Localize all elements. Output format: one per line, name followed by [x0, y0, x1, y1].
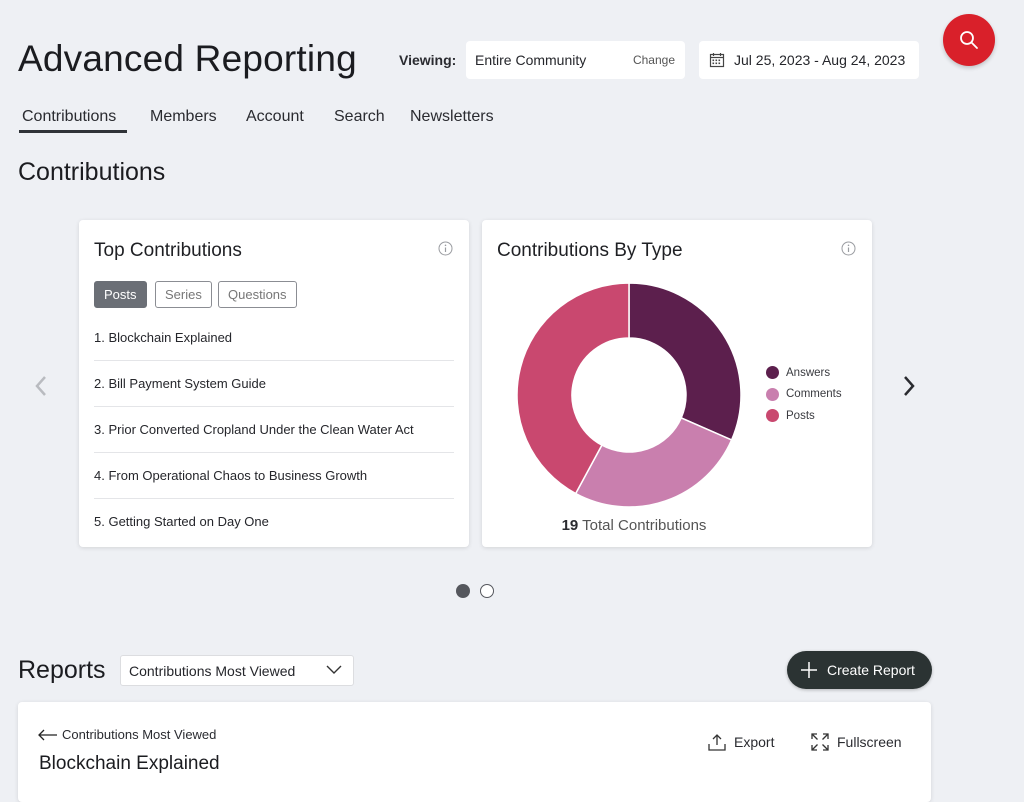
plus-icon	[801, 662, 817, 678]
contributions-by-type-card: Contributions By Type Answers Comments P…	[482, 220, 872, 547]
report-select[interactable]: Contributions Most Viewed	[120, 655, 354, 686]
donut-chart	[516, 282, 742, 508]
list-item[interactable]: 4. From Operational Chaos to Business Gr…	[94, 453, 454, 499]
total-label: Total Contributions	[582, 517, 707, 534]
tab-newsletters[interactable]: Newsletters	[410, 108, 494, 125]
total-value: 19	[561, 517, 579, 534]
search-icon	[960, 31, 978, 49]
fullscreen-label: Fullscreen	[837, 734, 902, 750]
legend-item-posts: Posts	[766, 405, 842, 427]
carousel-prev-icon[interactable]	[33, 375, 49, 397]
list-item[interactable]: 2. Bill Payment System Guide	[94, 361, 454, 407]
fullscreen-button[interactable]: Fullscreen	[811, 733, 902, 751]
export-button[interactable]: Export	[708, 733, 774, 751]
top-contributions-title: Top Contributions	[94, 240, 242, 261]
search-button[interactable]	[943, 14, 995, 66]
list-item[interactable]: 5. Getting Started on Day One	[94, 514, 269, 529]
legend-item-comments: Comments	[766, 384, 842, 406]
back-link-label: Contributions Most Viewed	[62, 727, 217, 742]
carousel-dot-2[interactable]	[480, 584, 494, 598]
top-contributions-list: 1. Blockchain Explained 2. Bill Payment …	[94, 315, 454, 544]
export-label: Export	[734, 734, 775, 750]
report-heading: Blockchain Explained	[39, 753, 220, 774]
carousel-next-icon[interactable]	[901, 375, 917, 397]
community-scope-selector: Entire Community Change	[466, 41, 685, 79]
date-range-picker[interactable]: Jul 25, 2023 - Aug 24, 2023	[699, 41, 919, 79]
total-contributions: 19 Total Contributions	[482, 517, 786, 534]
filter-series[interactable]: Series	[155, 281, 212, 308]
chevron-down-icon	[326, 665, 342, 674]
info-icon[interactable]	[438, 241, 453, 256]
legend-label: Posts	[786, 409, 815, 422]
fullscreen-icon	[811, 733, 829, 751]
top-contributions-card: Top Contributions Posts Series Questions…	[79, 220, 469, 547]
reports-title: Reports	[18, 656, 106, 684]
legend-swatch	[766, 366, 779, 380]
carousel-dot-1[interactable]	[456, 584, 470, 598]
tab-members[interactable]: Members	[150, 108, 217, 125]
contributions-by-type-title: Contributions By Type	[497, 240, 683, 261]
legend-item-answers: Answers	[766, 362, 842, 384]
section-title: Contributions	[18, 158, 166, 186]
donut-slice-comments[interactable]	[574, 416, 733, 508]
list-item[interactable]: 1. Blockchain Explained	[94, 315, 454, 361]
active-tab-indicator	[19, 130, 127, 133]
export-icon	[708, 734, 726, 751]
legend-swatch	[766, 387, 779, 401]
tab-account[interactable]: Account	[246, 108, 304, 125]
date-range-text: Jul 25, 2023 - Aug 24, 2023	[734, 52, 906, 68]
viewing-label: Viewing:	[399, 52, 457, 68]
legend-swatch	[766, 409, 779, 423]
report-card: Contributions Most Viewed Blockchain Exp…	[18, 702, 931, 802]
filter-questions[interactable]: Questions	[218, 281, 297, 308]
create-report-button[interactable]: Create Report	[787, 651, 932, 689]
create-report-label: Create Report	[827, 662, 915, 678]
list-item[interactable]: 3. Prior Converted Cropland Under the Cl…	[94, 407, 454, 453]
chart-legend: Answers Comments Posts	[766, 362, 842, 427]
filter-posts[interactable]: Posts	[94, 281, 147, 308]
scope-value: Entire Community	[475, 52, 587, 68]
tab-search[interactable]: Search	[334, 108, 385, 125]
arrow-left-icon	[38, 729, 57, 740]
legend-label: Comments	[786, 388, 842, 401]
donut-slice-posts[interactable]	[516, 282, 630, 495]
tab-contributions[interactable]: Contributions	[22, 108, 117, 125]
info-icon[interactable]	[841, 241, 856, 256]
report-select-value: Contributions Most Viewed	[129, 663, 296, 679]
change-scope-button[interactable]: Change	[632, 53, 675, 67]
legend-label: Answers	[786, 366, 831, 379]
calendar-icon	[709, 53, 725, 68]
donut-slice-answers[interactable]	[628, 282, 742, 441]
page-title: Advanced Reporting	[18, 38, 357, 79]
back-link[interactable]: Contributions Most Viewed	[38, 727, 216, 742]
